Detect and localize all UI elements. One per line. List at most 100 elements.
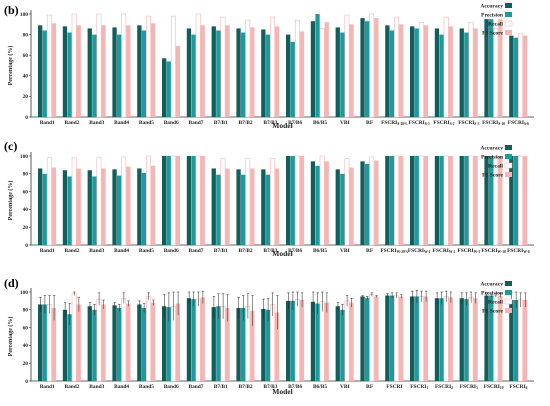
bar-f1-score	[399, 24, 404, 117]
legend-swatch	[504, 20, 513, 27]
bar-recall	[270, 158, 275, 246]
bar-precision	[117, 175, 122, 245]
y-tick-label: 60	[23, 53, 29, 59]
x-tick-label: Band7	[189, 120, 204, 126]
x-tick-label: Band5	[139, 120, 154, 126]
x-tick-label: FSCRI1	[410, 384, 428, 390]
bar-recall	[146, 155, 151, 246]
bar-f1-score	[349, 167, 354, 245]
x-tick-label: B6/B5	[313, 248, 327, 254]
bar-f1-score	[448, 26, 453, 117]
bar-precision	[315, 303, 320, 381]
bar-precision	[265, 309, 271, 381]
legend-label: Accuracy	[480, 145, 503, 151]
x-tick-label: FSCRIW-3	[457, 248, 480, 254]
bar-precision	[290, 300, 295, 381]
bar-accuracy	[434, 298, 440, 381]
bar-recall	[245, 158, 251, 246]
x-tick-label: Band5	[139, 384, 154, 390]
y-tick-label: 100	[20, 154, 28, 160]
legend-label: Recall	[488, 299, 503, 305]
bar-precision	[315, 165, 320, 245]
bar-accuracy	[310, 21, 316, 117]
bar-f1-score	[51, 308, 57, 381]
y-axis-label: Percentage (%)	[7, 317, 14, 357]
bar-recall	[121, 13, 127, 118]
x-tick-label: FSCRIS-3	[458, 120, 479, 126]
x-tick-label: B7/B1	[214, 248, 228, 254]
bar-accuracy	[310, 301, 316, 381]
bar-accuracy	[62, 26, 68, 117]
bar-precision	[241, 174, 246, 245]
bar-precision	[513, 37, 519, 117]
x-tick-label: B6/B5	[313, 384, 327, 390]
bar-f1-score	[523, 156, 528, 245]
bar-f1-score	[101, 304, 106, 381]
bar-recall	[369, 294, 375, 382]
bar-recall	[220, 158, 226, 246]
x-tick-label: RF	[366, 248, 374, 254]
bar-accuracy	[310, 161, 316, 245]
x-tick-label: Band3	[89, 384, 104, 390]
bar-accuracy	[236, 169, 241, 245]
y-tick-label: 0	[25, 115, 28, 121]
bar-recall	[344, 158, 350, 246]
bar-recall	[220, 16, 226, 118]
bar-recall	[493, 28, 499, 118]
y-axis-label: Percentage (%)	[7, 181, 14, 221]
bar-precision	[513, 300, 519, 381]
bar-precision	[241, 308, 246, 381]
bar-accuracy	[87, 306, 92, 381]
bar-recall	[71, 157, 77, 246]
x-tick-label: B7/B2	[239, 248, 253, 254]
bar-f1-score	[349, 302, 354, 381]
bar-accuracy	[286, 300, 291, 381]
x-tick-label: B7/B6	[288, 120, 302, 126]
bar-f1-score	[101, 168, 106, 245]
x-tick-label: B7/B3	[263, 384, 277, 390]
bar-recall	[71, 293, 77, 382]
bar-recall	[319, 155, 325, 246]
bar-precision	[389, 30, 395, 118]
bar-accuracy	[162, 306, 167, 381]
bar-f1-score	[523, 300, 528, 381]
bar-f1-score	[275, 312, 280, 381]
bar-precision	[191, 299, 196, 381]
bar-f1-score	[126, 25, 131, 117]
x-tick-label: Band1	[40, 248, 55, 254]
bar-recall	[170, 155, 176, 246]
bar-recall	[468, 21, 474, 118]
bar-precision	[489, 156, 494, 245]
bar-recall	[394, 295, 399, 382]
x-tick-label: Band2	[65, 384, 80, 390]
legend-label: Precision	[481, 154, 504, 160]
x-tick-label: Band7	[189, 248, 204, 254]
y-tick-label: 100	[20, 290, 28, 296]
bar-f1-score	[175, 45, 181, 117]
bar-precision	[290, 41, 295, 118]
legend-label: F1 Score	[482, 30, 503, 36]
y-tick-label: 40	[23, 207, 29, 213]
bar-precision	[290, 156, 295, 245]
legend-swatch	[505, 12, 512, 17]
bar-accuracy	[211, 26, 216, 117]
bar-precision	[92, 176, 97, 245]
legend-swatch	[504, 298, 513, 305]
bar-precision	[414, 156, 419, 245]
bar-f1-score	[399, 156, 404, 245]
bar-accuracy	[385, 295, 390, 381]
bar-accuracy	[261, 29, 266, 118]
bar-accuracy	[186, 298, 192, 381]
legend-swatch	[505, 290, 512, 295]
bar-recall	[319, 301, 325, 382]
bar-recall	[270, 16, 275, 118]
bar-precision	[92, 309, 97, 381]
y-axis-label: Percentage (%)	[7, 46, 14, 86]
bar-recall	[96, 13, 102, 118]
x-tick-label: FSCRIW-10	[481, 248, 506, 254]
x-tick-label: Band4	[114, 384, 129, 390]
panel-label: (b)	[4, 3, 19, 17]
legend-label: Precision	[481, 12, 504, 18]
bar-accuracy	[261, 169, 266, 245]
